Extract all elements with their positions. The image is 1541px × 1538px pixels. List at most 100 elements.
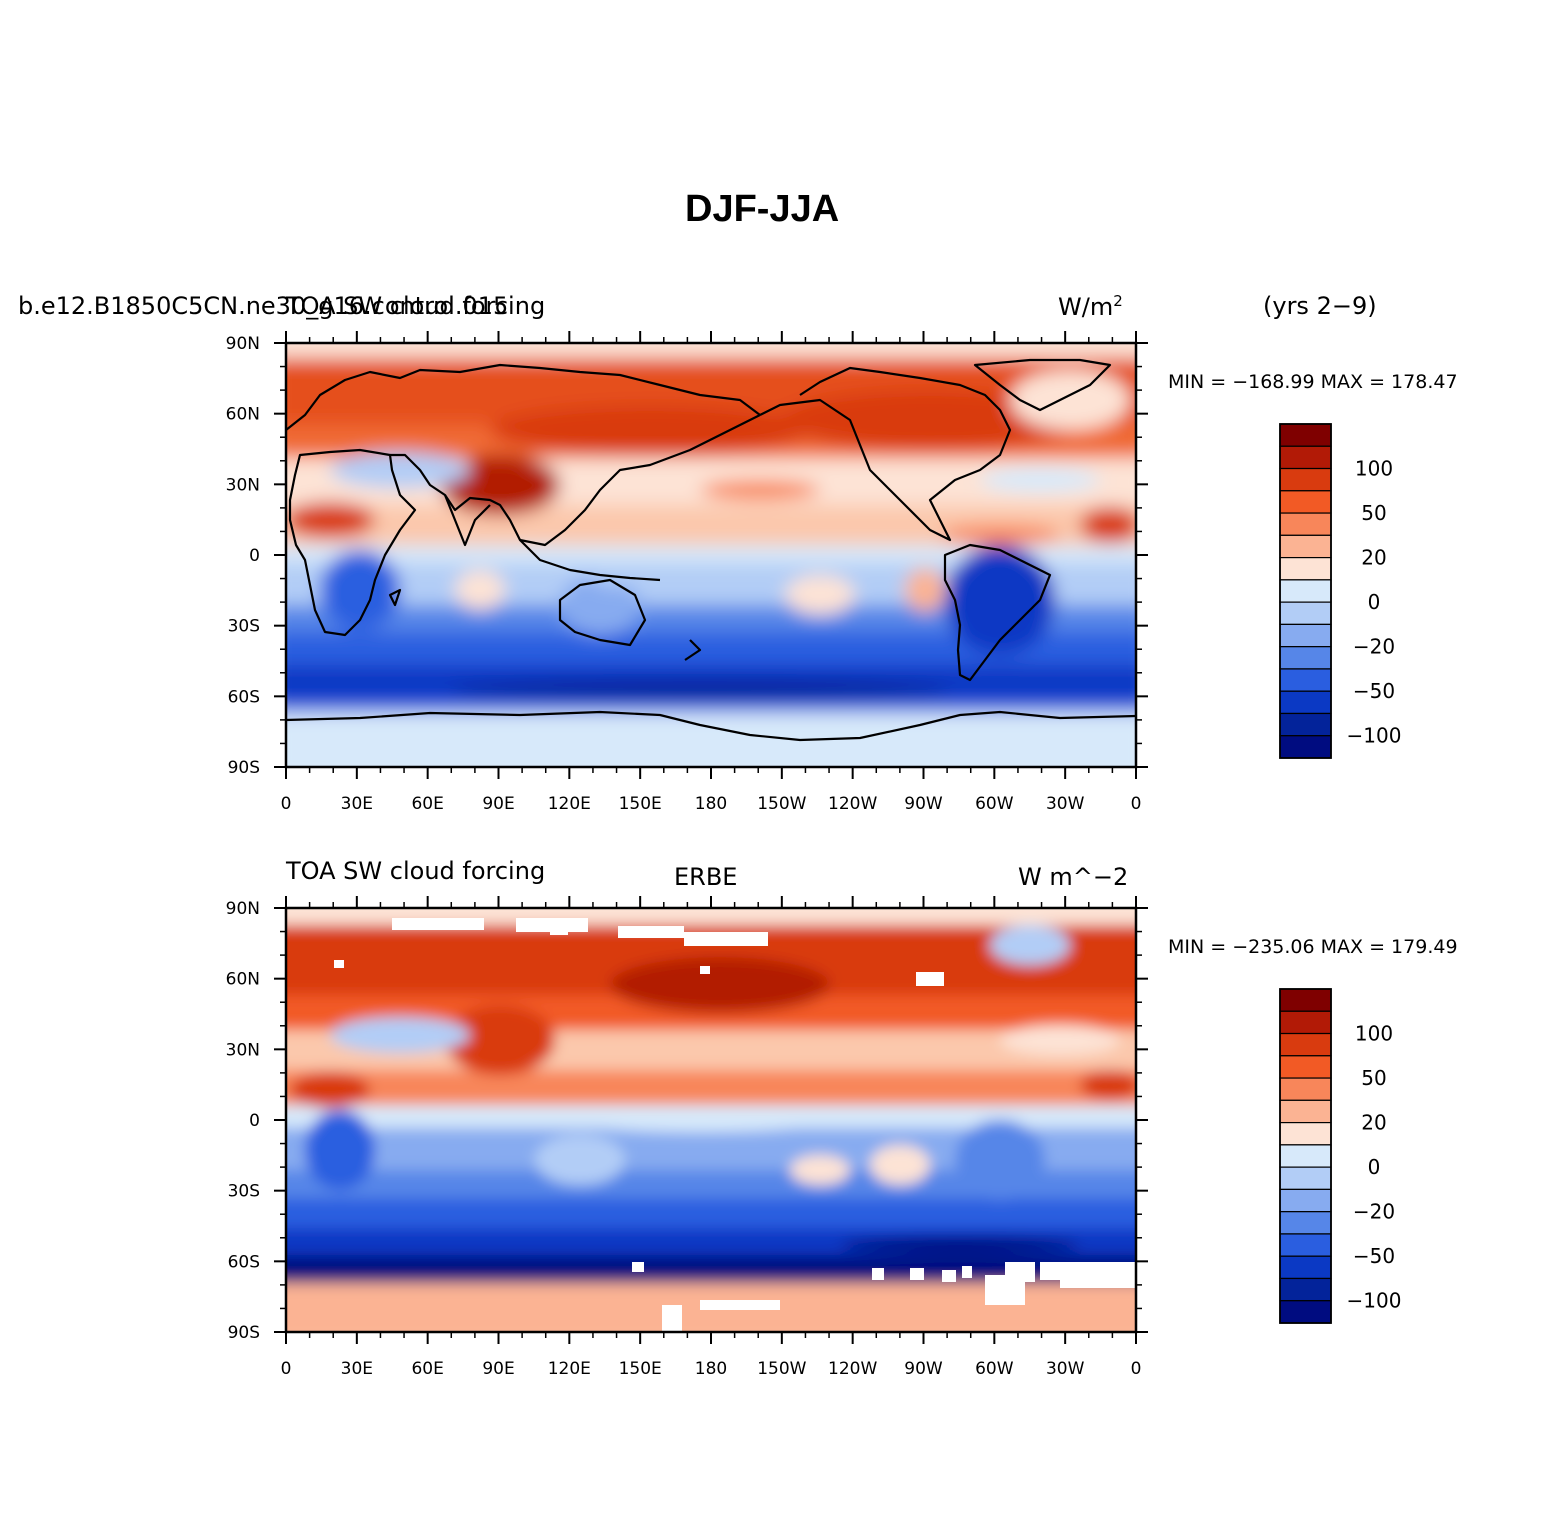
lat-tick-label: 90N [226, 899, 260, 919]
colorbar-swatch [1279, 1077, 1332, 1101]
colorbar-swatch [1279, 1055, 1332, 1079]
colorbar-swatch [1279, 556, 1332, 581]
lat-tick-label: 90S [228, 758, 260, 778]
figure-title: DJF-JJA [685, 188, 840, 230]
lon-tick-label: 30E [341, 1359, 373, 1379]
panel1-map [286, 343, 1136, 767]
lat-tick-label: 0 [249, 546, 260, 566]
panel1-units-label: W/m2 [1058, 292, 1123, 321]
colorbar-swatch [1279, 1255, 1332, 1280]
colorbar-swatch [1279, 668, 1332, 692]
colorbar-swatch [1279, 1144, 1332, 1168]
panel1-coastlines [286, 358, 1136, 742]
colorbar-swatch [1279, 1032, 1332, 1057]
colorbar-swatch [1279, 423, 1332, 447]
lon-tick-label: 120W [828, 794, 877, 814]
colorbar-label: −100 [1347, 724, 1402, 748]
panel1-case-label: b.e12.B1850C5CN.ne30_g16.control.015 [18, 292, 509, 320]
colorbar-swatch [1279, 1233, 1332, 1257]
lon-tick-label: 90W [904, 794, 943, 814]
colorbar-swatch [1279, 1010, 1332, 1035]
lat-tick-label: 60S [228, 1252, 260, 1272]
lon-tick-label: 60W [975, 794, 1014, 814]
colorbar-swatch [1279, 1211, 1332, 1235]
lon-tick-label: 60W [975, 1359, 1014, 1379]
colorbar-swatch [1279, 445, 1332, 470]
colorbar-frame [1279, 988, 1332, 1324]
lon-tick-label: 120E [548, 1359, 591, 1379]
panel2-source-label: ERBE [674, 863, 738, 891]
colorbar-swatch [1279, 1277, 1332, 1302]
lat-tick-label: 30N [226, 475, 260, 495]
colorbar-swatch [1279, 1300, 1332, 1324]
colorbar-swatch [1279, 646, 1332, 670]
panel1-variable-label: TOA SW cloud forcing [286, 292, 546, 320]
lat-tick-label: 60S [228, 687, 260, 707]
lon-tick-label: 180 [695, 1359, 727, 1379]
axes: 90N 60N 30N 0 30S 60S 90S 0 30E 60E 90E 120E 150E 180… [226, 331, 1148, 1379]
colorbar-label: 0 [1368, 590, 1381, 614]
colorbar-swatch [1279, 1099, 1332, 1124]
lon-tick-label: 0 [1131, 794, 1142, 814]
colorbars: 100 50 20 0 −20 −50 −100 100 50 20 0 −20 −50 −100 [1279, 423, 1402, 1324]
panel2-map [286, 908, 1136, 1332]
lat-tick-label: 60N [226, 970, 260, 990]
lat-tick-label: 90S [228, 1323, 260, 1343]
lon-tick-label: 90E [482, 794, 514, 814]
lon-tick-label: 0 [1131, 1359, 1142, 1379]
lon-tick-label: 150W [757, 794, 806, 814]
colorbar-swatch [1279, 988, 1332, 1012]
lat-tick-label: 30S [228, 617, 260, 637]
lon-tick-label: 30E [341, 794, 373, 814]
colorbar-swatch [1279, 623, 1332, 648]
colorbar-swatch [1279, 467, 1332, 492]
colorbar-frame [1279, 423, 1332, 759]
colorbar-swatch [1279, 579, 1332, 603]
lon-tick-label: 60E [411, 794, 443, 814]
lon-tick-label: 0 [281, 1359, 292, 1379]
lon-tick-label: 150E [619, 794, 662, 814]
lat-tick-label: 60N [226, 405, 260, 425]
colorbar-label: −20 [1353, 635, 1395, 659]
colorbar-swatch [1279, 601, 1332, 626]
years-label: (yrs 2−9) [1263, 292, 1377, 320]
colorbar-swatch [1279, 1121, 1332, 1146]
lon-tick-label: 30W [1046, 794, 1085, 814]
colorbar-label: 50 [1361, 1066, 1386, 1090]
colorbar-label: −50 [1353, 679, 1395, 703]
colorbar-label: 0 [1368, 1155, 1381, 1179]
lon-tick-label: 30W [1046, 1359, 1085, 1379]
colorbar-swatch [1279, 490, 1332, 514]
panel2-stats: MIN = −235.06 MAX = 179.49 [1168, 936, 1458, 958]
colorbar-swatch [1279, 690, 1332, 715]
panel2-units-label: W m^−2 [1018, 863, 1129, 891]
colorbar-swatch [1279, 712, 1332, 737]
colorbar-label: 50 [1361, 501, 1386, 525]
lon-tick-label: 60E [411, 1359, 443, 1379]
panel2-variable-label: TOA SW cloud forcing [286, 857, 546, 885]
colorbar-swatch [1279, 1188, 1332, 1213]
colorbar-label: −20 [1353, 1200, 1395, 1224]
lat-tick-label: 0 [249, 1111, 260, 1131]
lon-tick-label: 120W [828, 1359, 877, 1379]
panel1-stats: MIN = −168.99 MAX = 178.47 [1168, 371, 1458, 393]
colorbar-label: 100 [1355, 457, 1393, 481]
colorbar-label: 20 [1361, 1111, 1386, 1135]
lat-tick-label: 90N [226, 334, 260, 354]
lon-tick-label: 90W [904, 1359, 943, 1379]
lon-tick-label: 150W [757, 1359, 806, 1379]
colorbar-swatch [1279, 512, 1332, 536]
lat-tick-label: 30S [228, 1182, 260, 1202]
colorbar-swatch [1279, 1166, 1332, 1190]
colorbar-label: −100 [1347, 1289, 1402, 1313]
lon-tick-label: 90E [482, 1359, 514, 1379]
colorbar-label: 100 [1355, 1022, 1393, 1046]
colorbar-swatch [1279, 735, 1332, 759]
lon-tick-label: 120E [548, 794, 591, 814]
missing-data-patches [334, 918, 1136, 1332]
lat-tick-label: 30N [226, 1040, 260, 1060]
lon-tick-label: 0 [281, 794, 292, 814]
colorbar-label: 20 [1361, 546, 1386, 570]
lon-tick-label: 180 [695, 794, 727, 814]
